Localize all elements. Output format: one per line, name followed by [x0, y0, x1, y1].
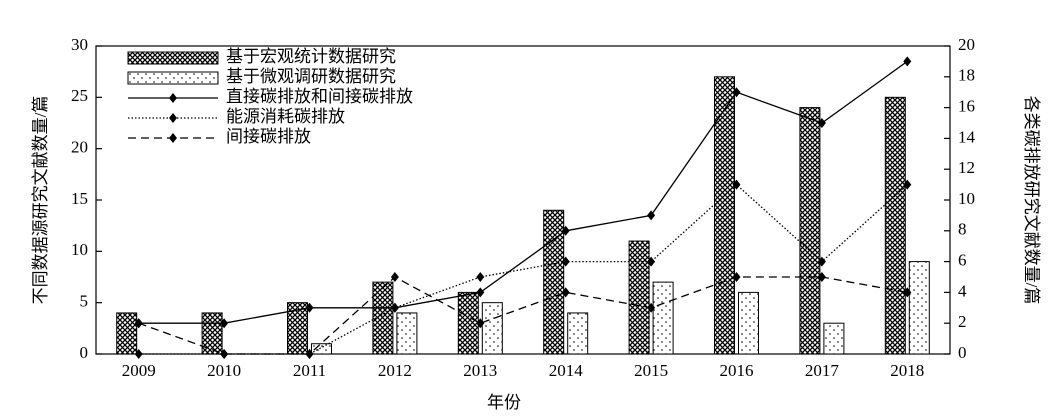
y-tick-label: 5: [80, 292, 89, 311]
legend-swatch: [127, 71, 219, 85]
y-tick-label: 0: [80, 343, 89, 362]
point: [647, 210, 656, 221]
y2-tick-label: 12: [958, 158, 975, 177]
y-axis-title: 不同数据源研究文献数量/篇: [31, 96, 50, 305]
point: [732, 272, 741, 282]
legend-marker: [169, 133, 177, 143]
bar: [738, 291, 759, 355]
bar: [714, 76, 735, 355]
bar: [311, 343, 332, 355]
y2-tick-label: 10: [958, 189, 975, 208]
bar: [823, 322, 845, 355]
x-tick-label: 2016: [720, 361, 754, 380]
x-tick-label: 2009: [122, 361, 156, 380]
legend-swatch: [127, 51, 219, 65]
bar: [372, 281, 394, 355]
y2-tick-label: 2: [958, 312, 967, 331]
legend-marker: [169, 93, 177, 103]
y2-tick-label: 18: [958, 66, 975, 85]
y-tick-label: 20: [71, 138, 88, 157]
bar: [908, 261, 930, 355]
point: [305, 302, 314, 313]
point: [476, 318, 485, 329]
bar: [396, 312, 418, 355]
line: [138, 183, 908, 355]
x-tick-label: 2011: [293, 361, 326, 380]
bar: [543, 209, 565, 355]
x-tick-label: 2012: [378, 361, 412, 380]
bar: [799, 107, 821, 355]
y-tick-label: 25: [71, 86, 88, 105]
y2-tick-label: 20: [958, 35, 975, 54]
point: [561, 256, 570, 267]
x-tick-label: 2010: [207, 361, 241, 380]
point: [561, 287, 570, 298]
y2-tick-label: 0: [958, 343, 967, 362]
x-tick-label: 2015: [634, 361, 668, 380]
bar: [481, 302, 503, 355]
point: [134, 318, 143, 329]
line: [138, 276, 908, 355]
x-tick-label: 2017: [805, 361, 840, 380]
point: [903, 287, 912, 298]
point: [220, 318, 229, 329]
line: [138, 60, 908, 324]
point: [220, 349, 229, 359]
y2-tick-label: 16: [958, 97, 975, 116]
legend-label: 基于宏观统计数据研究: [226, 47, 396, 66]
y2-tick-label: 14: [958, 127, 976, 146]
point: [561, 225, 570, 236]
point: [732, 179, 741, 190]
x-tick-label: 2014: [549, 361, 584, 380]
legend-label: 基于微观调研数据研究: [226, 67, 396, 86]
y-tick-label: 15: [71, 189, 88, 208]
y2-tick-label: 4: [958, 281, 967, 300]
point: [903, 56, 912, 67]
bar: [567, 312, 589, 355]
bar: [652, 281, 674, 355]
x-axis-title: 年份: [487, 393, 521, 412]
point: [390, 272, 399, 282]
point: [476, 272, 485, 282]
point: [817, 272, 826, 282]
point: [817, 118, 826, 128]
y-tick-label: 10: [71, 240, 88, 259]
bar: [628, 240, 650, 355]
legend-label: 能源消耗碳排放: [226, 107, 345, 126]
bar: [201, 312, 223, 355]
bar: [457, 291, 479, 355]
y2-axis-title: 各类碳排放研究文献数量/篇: [1022, 96, 1041, 305]
point: [305, 349, 314, 359]
y2-tick-label: 8: [958, 220, 967, 239]
x-tick-label: 2018: [890, 361, 924, 380]
y-tick-label: 30: [71, 35, 88, 54]
point: [134, 349, 143, 359]
bar: [116, 312, 138, 355]
point: [647, 256, 656, 267]
point: [903, 179, 912, 190]
bar: [884, 96, 906, 355]
point: [647, 302, 656, 313]
point: [390, 302, 399, 313]
legend-marker: [169, 113, 177, 123]
x-tick-label: 2013: [463, 361, 497, 380]
legend-label: 间接碳排放: [226, 127, 311, 146]
point: [476, 287, 485, 298]
y2-tick-label: 6: [958, 251, 967, 270]
point: [817, 256, 826, 267]
point: [732, 87, 741, 98]
legend-label: 直接碳排放和间接碳排放: [226, 87, 413, 106]
